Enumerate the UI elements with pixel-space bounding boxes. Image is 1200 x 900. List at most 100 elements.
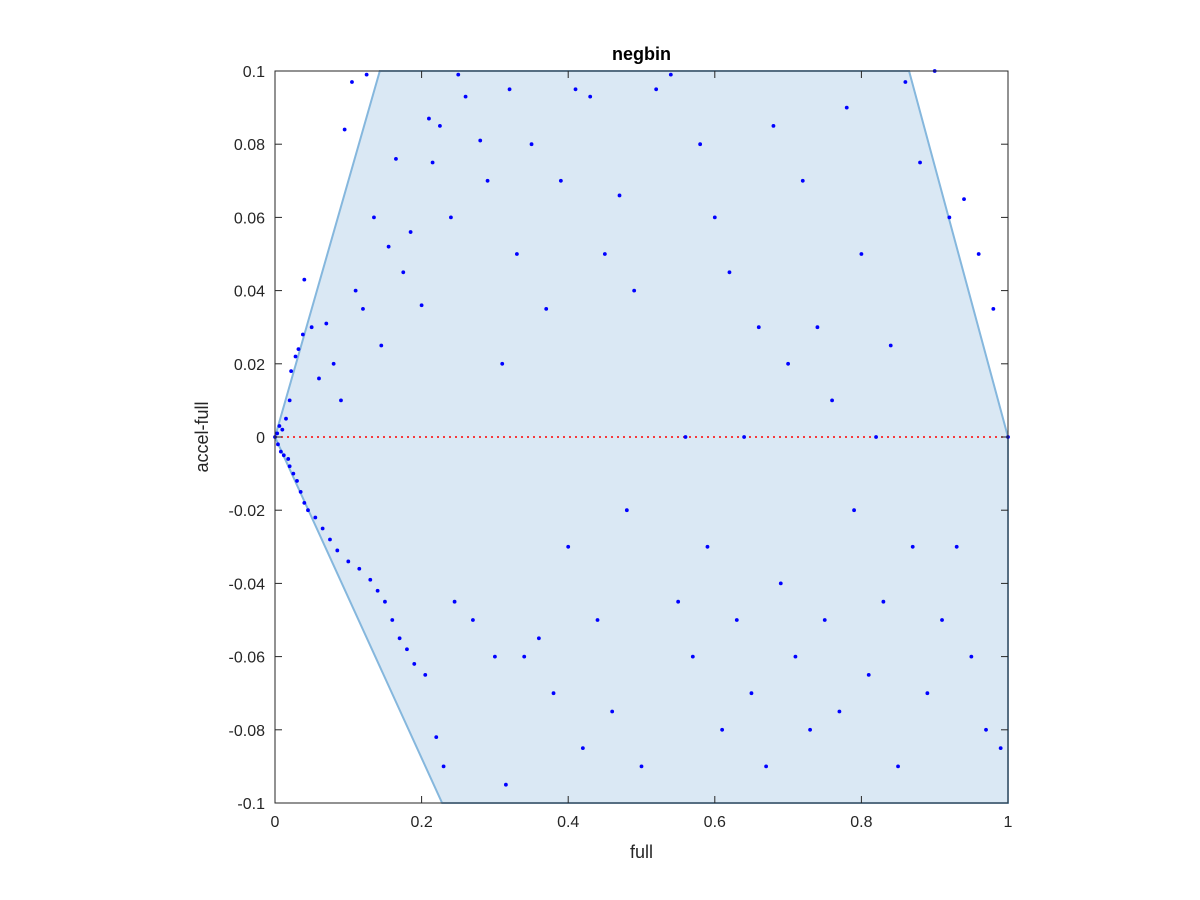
- scatter-point: [280, 427, 285, 432]
- x-tick-label: 1: [1004, 814, 1013, 831]
- scatter-point: [925, 691, 930, 696]
- x-axis-label: full: [630, 842, 653, 862]
- scatter-point: [342, 127, 347, 132]
- scatter-point: [976, 252, 981, 256]
- scatter-point: [822, 618, 827, 622]
- scatter-point: [375, 588, 380, 593]
- scatter-point: [705, 544, 710, 549]
- scatter-point: [998, 746, 1003, 750]
- scatter-point: [485, 178, 490, 183]
- scatter-point: [286, 457, 291, 461]
- scatter-point: [357, 566, 362, 571]
- y-tick-label: 0.04: [234, 284, 265, 301]
- scatter-point: [947, 215, 952, 220]
- y-axis-label: accel-full: [192, 401, 212, 472]
- scatter-point: [383, 599, 387, 604]
- y-tick-label: -0.08: [229, 723, 266, 740]
- scatter-point: [888, 343, 893, 348]
- scatter-point: [639, 764, 644, 769]
- scatter-point: [771, 124, 776, 128]
- scatter-point: [463, 94, 468, 99]
- scatter-point: [449, 215, 453, 220]
- scatter-point: [289, 369, 294, 374]
- scatter-point: [452, 599, 457, 604]
- scatter-point: [668, 72, 673, 77]
- scatter-point: [493, 654, 497, 659]
- scatter-point: [588, 94, 593, 99]
- scatter-point: [837, 709, 842, 714]
- scatter-point: [408, 230, 413, 234]
- scatter-point: [984, 727, 988, 732]
- scatter-point: [507, 87, 512, 92]
- y-tick-label: -0.06: [229, 650, 266, 667]
- scatter-point: [386, 244, 391, 249]
- scatter-point: [339, 398, 343, 403]
- scatter-point: [742, 435, 747, 439]
- scatter-point: [793, 654, 798, 659]
- scatter-point: [969, 654, 974, 659]
- scatter-point: [720, 727, 725, 732]
- scatter-point: [296, 347, 301, 352]
- scatter-point: [364, 72, 369, 77]
- scatter-point: [278, 449, 283, 454]
- scatter-point: [361, 307, 365, 311]
- scatter-point: [712, 215, 717, 220]
- scatter-point: [313, 515, 318, 520]
- scatter-point: [536, 636, 541, 641]
- scatter-point: [632, 288, 637, 293]
- scatter-point: [602, 252, 607, 256]
- scatter-point: [529, 142, 534, 147]
- scatter-point: [328, 537, 332, 542]
- scatter-point: [275, 431, 280, 436]
- y-tick-label: -0.04: [229, 576, 266, 593]
- scatter-point: [844, 105, 849, 110]
- scatter-point: [910, 544, 915, 549]
- scatter-point: [298, 490, 303, 494]
- x-tick-label: 0.8: [850, 814, 872, 831]
- scatter-point: [302, 277, 307, 282]
- scatter-point: [471, 618, 475, 622]
- scatter-point: [551, 691, 556, 696]
- scatter-point: [749, 691, 754, 696]
- scatter-point: [277, 424, 282, 428]
- y-tick-label: 0.06: [234, 210, 265, 227]
- scatter-point: [566, 544, 571, 549]
- scatter-point: [558, 178, 563, 183]
- ticks-layer: 0 0.2 0.4 0.6 0.8 1 -0.1 -0.08 -0.06 -0.04 -0.02 0 0…: [229, 64, 1013, 831]
- scatter-point: [756, 325, 761, 330]
- y-tick-label: 0.1: [243, 64, 265, 81]
- scatter-point: [372, 215, 376, 220]
- scatter-point: [423, 673, 428, 677]
- scatter-point: [580, 746, 585, 750]
- scatter-point: [503, 782, 508, 787]
- scatter-point: [896, 764, 900, 769]
- scatter-point: [859, 252, 864, 256]
- scatter-point: [405, 647, 409, 652]
- scatter-point: [401, 270, 406, 275]
- scatter-point: [676, 599, 681, 604]
- scatter-point: [430, 160, 435, 165]
- scatter-point: [808, 727, 812, 732]
- scatter-point: [295, 479, 299, 483]
- y-tick-label: 0: [256, 430, 265, 447]
- scatter-point: [293, 354, 298, 359]
- scatter-point: [991, 307, 996, 311]
- scatter-point: [302, 500, 307, 505]
- scatter-point: [441, 764, 446, 769]
- scatter-point: [438, 124, 442, 128]
- scatter-point: [284, 416, 288, 421]
- y-tick-label: 0.02: [234, 357, 265, 374]
- scatter-point: [394, 156, 398, 161]
- scatter-point: [690, 654, 695, 659]
- scatter-point: [368, 577, 373, 582]
- y-tick-label: -0.1: [237, 796, 265, 813]
- scatter-point: [683, 435, 688, 439]
- scatter-point: [830, 398, 834, 403]
- scatter-point: [287, 398, 292, 403]
- scatter-point: [291, 471, 296, 476]
- x-tick-label: 0: [271, 814, 280, 831]
- scatter-point: [954, 544, 959, 549]
- scatter-point: [881, 599, 886, 604]
- scatter-point: [324, 321, 329, 326]
- scatter-point: [617, 193, 622, 198]
